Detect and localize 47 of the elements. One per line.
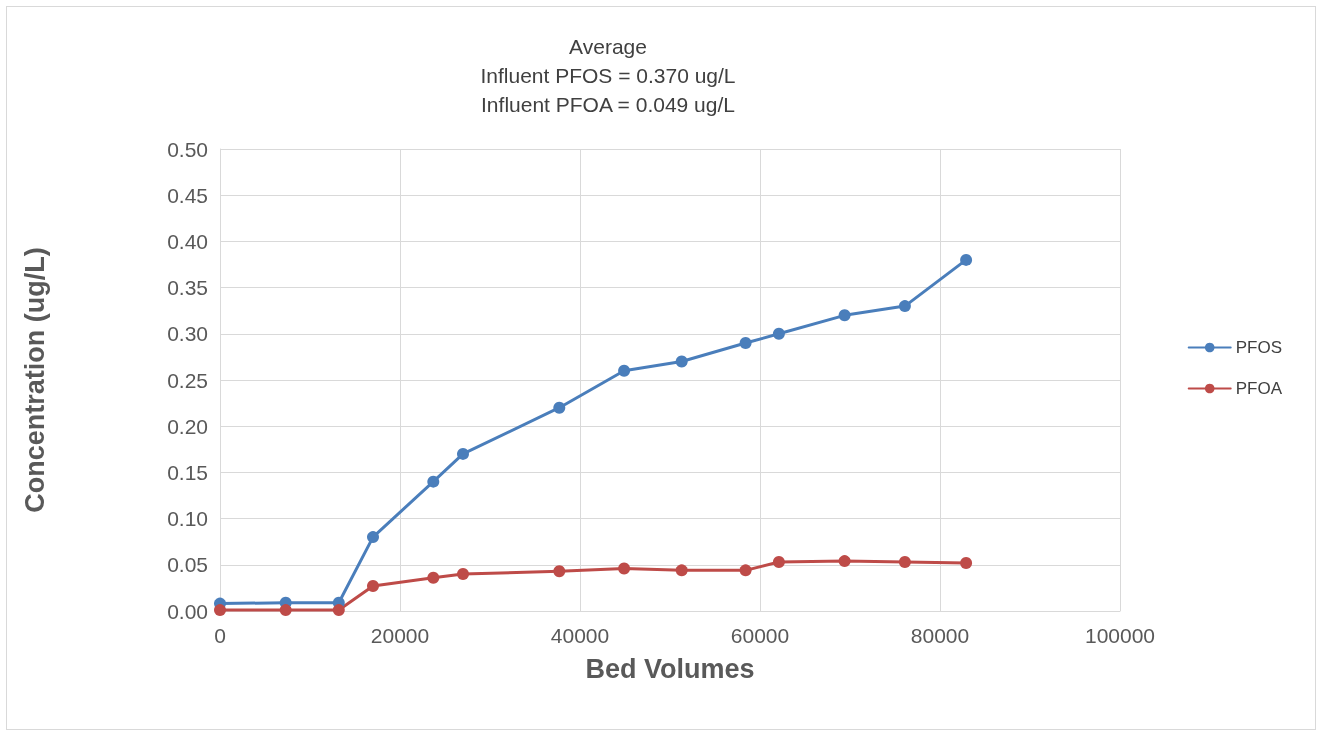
point	[675, 564, 688, 577]
y-tick-label: 0.40	[167, 229, 208, 253]
y-tick-label: 0.00	[167, 599, 208, 623]
x-tick-label: 20000	[370, 624, 430, 647]
x-tick-label: 100000	[1084, 624, 1156, 647]
y-tick-label: 0.05	[167, 553, 208, 577]
y-tick-label: 0.20	[167, 414, 208, 438]
x-axis-title: Bed Volumes	[585, 653, 755, 684]
point	[553, 565, 566, 578]
y-tick-label: 0.45	[167, 183, 208, 207]
point	[898, 556, 911, 569]
point	[772, 327, 785, 340]
point	[457, 568, 469, 581]
point	[367, 580, 379, 593]
y-tick-label: 0.35	[167, 276, 208, 300]
point	[367, 531, 379, 544]
point	[332, 604, 345, 617]
x-tick-label: 40000	[550, 624, 610, 647]
chart-title: Average Influent PFOS = 0.370 ug/L Influent PFOA = 0.049 ug/L	[480, 35, 736, 116]
y-tick-label: 0.25	[167, 368, 208, 392]
y-axis-title: Concentration (ug/L)	[19, 247, 50, 513]
point	[838, 555, 851, 568]
point	[772, 556, 785, 569]
point	[279, 604, 292, 617]
point	[675, 355, 688, 368]
y-tick-label: 0.30	[167, 322, 208, 346]
point	[838, 309, 851, 322]
point	[739, 337, 752, 350]
point	[457, 447, 469, 460]
point	[898, 300, 911, 313]
y-tick-label: 0.10	[167, 507, 208, 531]
x-tick-label: 60000	[730, 624, 790, 647]
point	[960, 556, 973, 569]
point	[214, 604, 226, 617]
legend-label: PFOA	[1235, 379, 1283, 398]
point	[960, 253, 973, 266]
point	[553, 401, 566, 414]
y-tick-label: 0.15	[167, 460, 208, 484]
point	[739, 564, 752, 577]
point	[618, 364, 631, 377]
legend-label: PFOS	[1235, 338, 1283, 357]
point	[427, 571, 440, 584]
y-tick-label: 0.50	[167, 137, 208, 161]
x-tick-label: 80000	[910, 624, 970, 647]
point	[618, 562, 631, 575]
x-tick-label: 0	[214, 624, 226, 647]
point	[427, 475, 440, 488]
